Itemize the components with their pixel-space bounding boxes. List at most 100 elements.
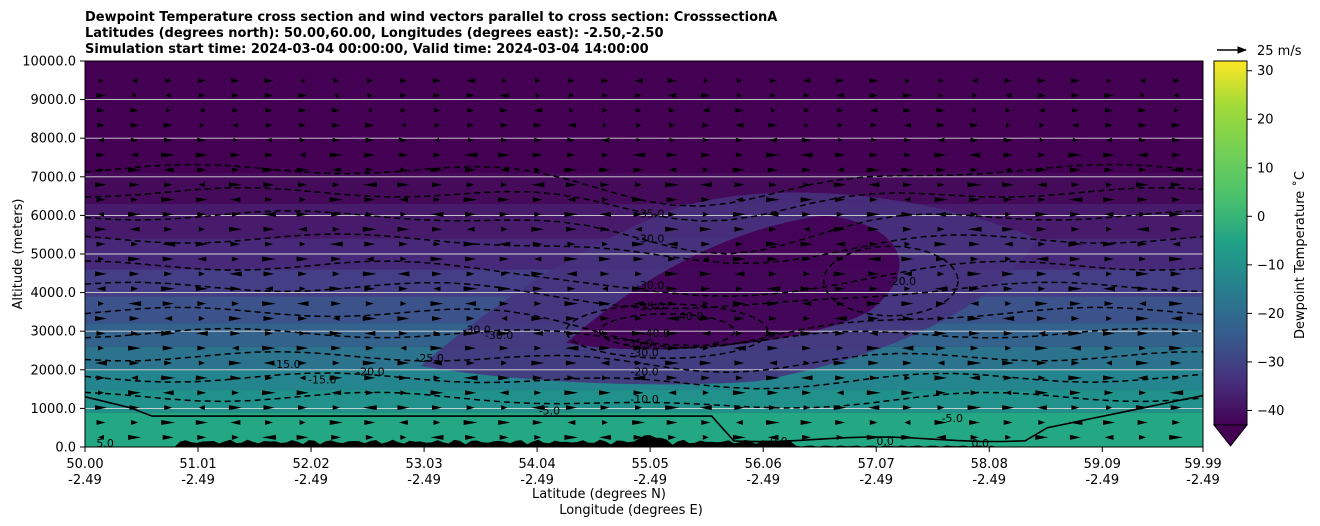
wind-vector [1038, 375, 1046, 381]
wind-vector [665, 182, 680, 188]
wind-vector [1070, 78, 1080, 84]
wind-vector [329, 241, 343, 247]
wind-vector [766, 197, 780, 203]
wind-vector [332, 122, 341, 128]
wind-vector [498, 286, 511, 292]
wind-vector [534, 167, 542, 173]
wind-vector [364, 375, 376, 381]
wind-vector [836, 345, 844, 351]
wind-vector [701, 93, 711, 99]
wind-vector [967, 182, 982, 188]
wind-vector [262, 211, 276, 217]
wind-vector [1105, 107, 1113, 113]
wind-vector [1037, 78, 1046, 84]
wind-vector [332, 405, 340, 411]
wind-vector [1002, 271, 1015, 277]
wind-vector [230, 286, 241, 292]
wind-vector [967, 226, 982, 232]
wind-vector [95, 226, 107, 232]
wind-vector [699, 315, 712, 321]
wind-vector [1172, 330, 1181, 336]
wind-vector [836, 167, 844, 173]
wind-vector [699, 226, 712, 232]
wind-vector [430, 211, 444, 217]
wind-vector [364, 286, 376, 292]
wind-vector [265, 107, 273, 113]
wind-vector [934, 241, 948, 247]
contour-label: -30.0 [630, 346, 658, 359]
wind-vector [737, 93, 742, 99]
wind-vector [732, 301, 746, 307]
wind-vector [298, 271, 308, 277]
x-tick-label-longitude: -2.49 [1186, 473, 1220, 488]
wind-vector [603, 122, 607, 128]
wind-vector [98, 301, 104, 307]
wind-vector [564, 167, 579, 173]
wind-vector [633, 434, 644, 440]
wind-vector [668, 345, 677, 351]
wind-vector [131, 375, 139, 381]
wind-vector [735, 286, 743, 292]
wind-vector [870, 122, 877, 128]
wind-vector [1002, 360, 1015, 366]
contour-label: 5.0 [96, 437, 114, 450]
wind-vector [499, 93, 509, 99]
wind-vector [767, 345, 779, 351]
wind-vector [1103, 197, 1115, 203]
wind-vector [128, 345, 142, 351]
wind-vector [162, 256, 174, 262]
wind-vector [970, 434, 979, 440]
field-band [85, 172, 1203, 204]
wind-vector [265, 197, 273, 203]
wind-vector [466, 78, 476, 84]
wind-vector [702, 137, 709, 143]
wind-vector [98, 345, 104, 351]
wind-vector [601, 78, 609, 84]
wind-vector [534, 301, 542, 307]
wind-vector [1170, 315, 1182, 321]
wind-vector [331, 434, 342, 440]
wind-vector [331, 345, 342, 351]
wind-vector [1205, 361, 1214, 366]
chart-title-line3: Simulation start time: 2024-03-04 00:00:… [85, 42, 649, 57]
colorbar-tick-label: −20 [1257, 307, 1284, 322]
wind-vector [1002, 315, 1015, 321]
wind-vector [329, 152, 343, 158]
wind-vector [1138, 122, 1147, 128]
wind-vector [1103, 419, 1115, 425]
wind-vector [1004, 78, 1012, 84]
wind-vector [299, 197, 306, 203]
wind-vector [766, 330, 780, 336]
wind-vector [1103, 375, 1115, 381]
wind-vector [701, 197, 711, 203]
wind-vector [936, 345, 946, 351]
wind-vector [534, 211, 542, 217]
wind-vector [1170, 182, 1182, 188]
wind-vector [732, 167, 746, 173]
wind-vector [1205, 227, 1214, 232]
wind-vector [602, 241, 608, 247]
wind-vector [769, 182, 777, 188]
wind-vector [665, 360, 680, 366]
wind-vector [835, 419, 846, 425]
wind-vector [298, 93, 308, 99]
wind-vector [734, 405, 745, 411]
wind-vector [869, 197, 878, 203]
wind-vector [195, 330, 208, 336]
wind-vector [1172, 197, 1181, 203]
wind-vector [769, 315, 777, 321]
wind-vector [969, 241, 981, 247]
wind-vector [567, 419, 576, 425]
wind-vector [1103, 330, 1115, 336]
wind-vector [265, 375, 273, 381]
wind-vector [1036, 405, 1047, 411]
wind-vector [466, 315, 475, 321]
x-tick-label-latitude: 58.08 [971, 457, 1008, 472]
wind-vector [699, 360, 712, 366]
wind-vector [934, 419, 948, 425]
wind-vector [1139, 137, 1147, 143]
wind-vector [162, 301, 174, 307]
wind-vector [668, 211, 677, 217]
wind-vector [1207, 331, 1213, 336]
wind-vector [500, 107, 509, 113]
